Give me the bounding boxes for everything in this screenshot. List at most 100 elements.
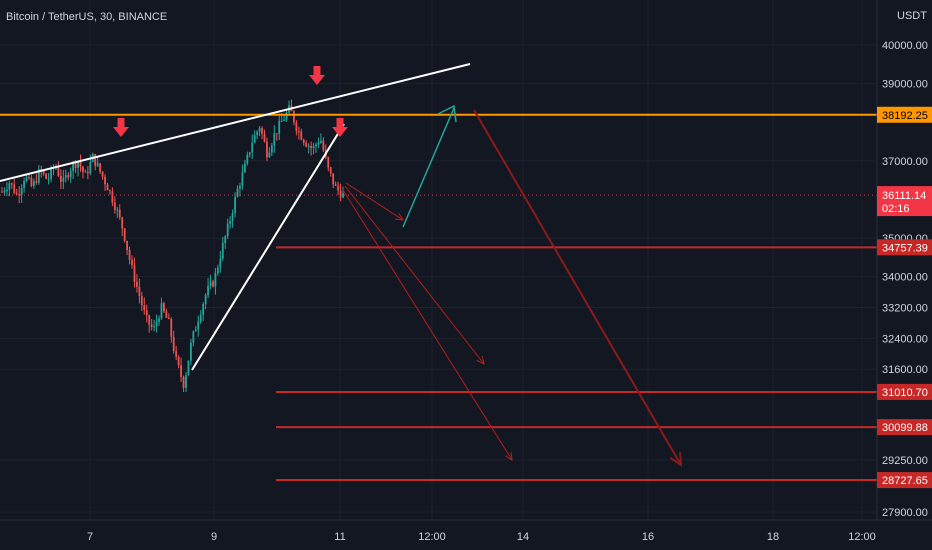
projection-arrow-short xyxy=(345,182,404,221)
candle-body xyxy=(283,119,286,121)
candle-body xyxy=(18,194,21,196)
candle-body xyxy=(312,146,315,148)
candle-body xyxy=(59,175,62,182)
currency-label[interactable]: USDT xyxy=(897,10,927,22)
candle-body xyxy=(35,181,38,183)
candle-body xyxy=(163,303,165,312)
candle-body xyxy=(280,120,283,122)
candle-body xyxy=(13,184,16,194)
candles xyxy=(1,99,344,393)
candle-body xyxy=(192,331,195,343)
candle-body xyxy=(180,365,182,377)
candle-body xyxy=(204,295,207,305)
candle-body xyxy=(69,170,72,178)
candle-body xyxy=(214,273,217,287)
candle-body xyxy=(302,139,305,143)
candle-body xyxy=(133,265,136,282)
candle-body xyxy=(177,356,180,366)
candle-body xyxy=(89,161,92,174)
candle-body xyxy=(109,190,111,192)
candle-body xyxy=(248,152,251,155)
candle-body xyxy=(226,223,229,237)
candle-body xyxy=(234,196,236,213)
time-tick-label: 11 xyxy=(334,531,345,543)
level-badge-support-4-bg xyxy=(877,472,932,489)
candle-body xyxy=(23,181,25,188)
candle-body xyxy=(241,172,244,186)
candle-body xyxy=(167,317,170,319)
candle-body xyxy=(317,142,320,145)
candle-body xyxy=(47,178,50,180)
drawings xyxy=(0,63,683,467)
grid xyxy=(0,0,877,520)
candle-body xyxy=(329,167,332,174)
candle-body xyxy=(209,281,212,286)
candle-body xyxy=(15,193,18,195)
candle-body xyxy=(118,209,121,218)
last-price-badge-bg xyxy=(877,186,932,217)
candle-body xyxy=(185,375,187,388)
candle-body xyxy=(82,166,84,172)
candle-body xyxy=(67,175,70,178)
candle-body xyxy=(126,240,129,250)
projection-arrow-main xyxy=(473,109,682,466)
candle-body xyxy=(42,171,45,174)
level-badge-support-1-bg xyxy=(877,239,932,256)
candle-body xyxy=(212,281,214,287)
candle-body xyxy=(261,128,263,134)
last-price-countdown: 02:16 xyxy=(882,203,910,215)
candle-body xyxy=(20,187,23,195)
candle-body xyxy=(231,212,234,221)
candle-body xyxy=(266,141,268,158)
projection-arrow-long-head xyxy=(504,451,513,461)
price-axis[interactable]: 40000.0039000.0037000.0035000.0034000.00… xyxy=(882,40,928,519)
candle-body xyxy=(285,112,288,120)
candle-body xyxy=(37,169,40,183)
projection-arrow-long xyxy=(342,189,513,461)
candle-body xyxy=(138,286,141,296)
candle-body xyxy=(295,122,298,132)
candle-body xyxy=(327,157,330,168)
candle-body xyxy=(28,177,30,179)
candle-body xyxy=(104,176,106,185)
candle-body xyxy=(145,310,148,316)
candle-body xyxy=(300,131,303,140)
candle-body xyxy=(111,191,114,203)
time-axis[interactable]: 7 9 11 12:00 14 16 18 12:00 xyxy=(87,531,876,543)
candle-body xyxy=(207,285,209,296)
candle-body xyxy=(148,315,151,325)
candle-body xyxy=(229,220,232,224)
price-tick-label: 39000.00 xyxy=(882,79,928,91)
candle-body xyxy=(275,133,278,135)
candle-body xyxy=(334,184,337,186)
candle-body xyxy=(131,259,133,266)
candle-body xyxy=(158,318,160,323)
candle-body xyxy=(84,171,87,173)
candle-body xyxy=(342,193,344,198)
level-badge-support-4: 28727.65 xyxy=(882,475,928,487)
candle-body xyxy=(278,120,281,134)
candle-body xyxy=(194,329,197,332)
candle-body xyxy=(216,267,219,274)
level-badge-support-3: 30099.88 xyxy=(882,422,928,434)
candle-body xyxy=(315,144,317,147)
candle-body xyxy=(64,175,67,178)
candle-body xyxy=(224,236,227,243)
level-badge-support-3-bg xyxy=(877,419,932,436)
projection-arrow-up-head xyxy=(437,104,457,123)
candle-body xyxy=(45,173,48,179)
candle-body xyxy=(197,321,200,330)
candle-body xyxy=(32,181,35,186)
price-tick-label: 34000.00 xyxy=(882,272,928,284)
level-badge-support-2-bg xyxy=(877,383,932,400)
candle-body xyxy=(172,337,175,352)
candle-body xyxy=(72,163,75,171)
candle-body xyxy=(140,295,143,306)
candle-body xyxy=(165,311,168,318)
candle-body xyxy=(8,183,11,190)
candle-body xyxy=(50,168,52,179)
price-tick-label: 32400.00 xyxy=(882,333,928,345)
candle-body xyxy=(263,133,266,142)
